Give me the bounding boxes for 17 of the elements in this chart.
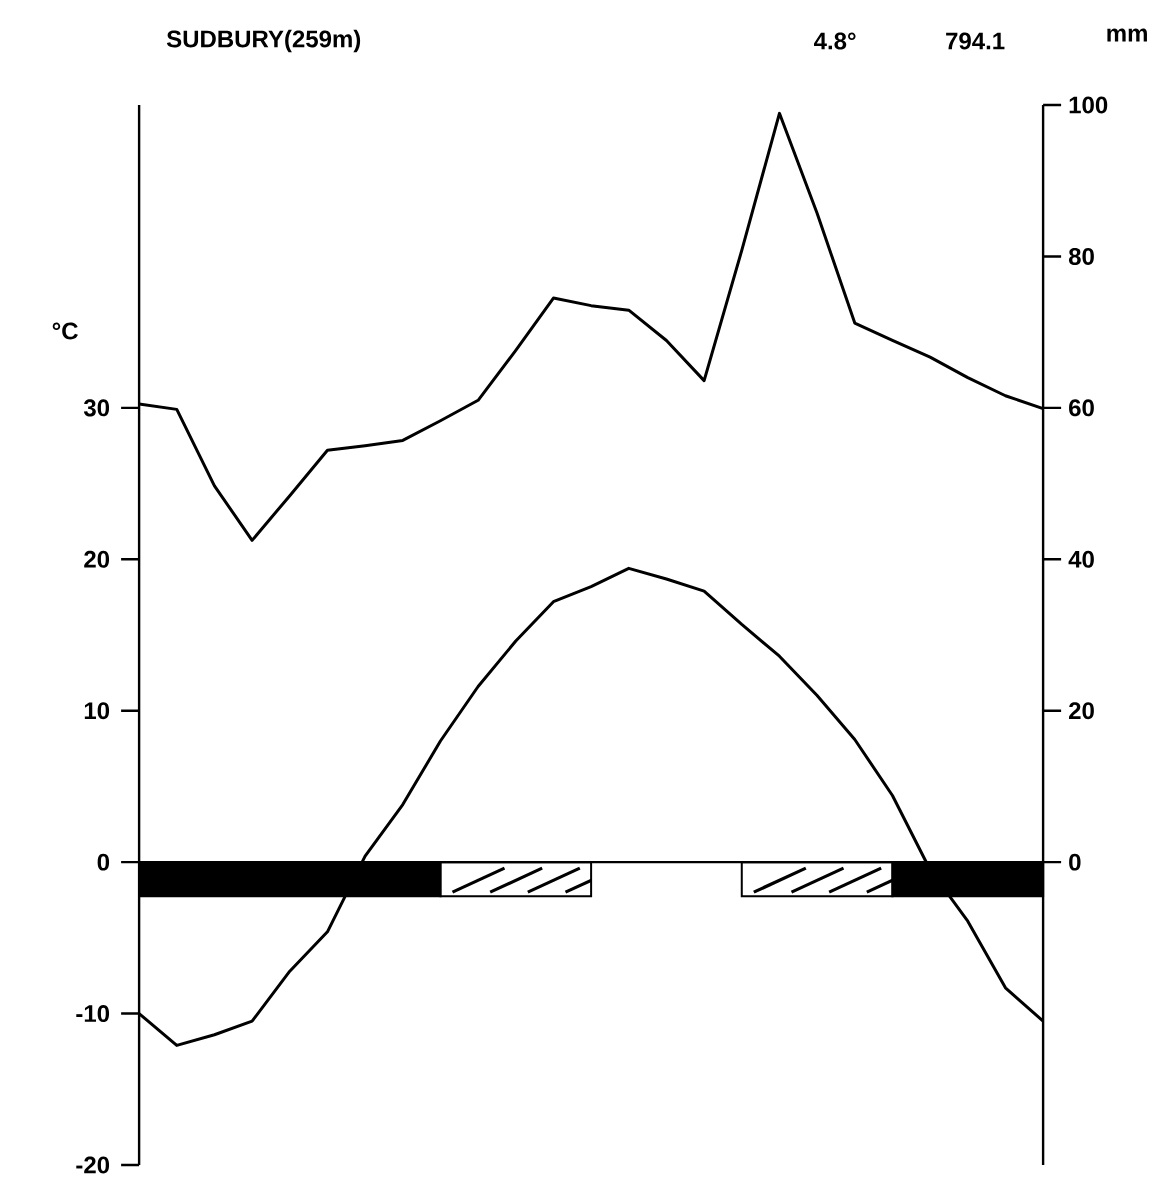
y-tick-label: 30: [83, 399, 109, 417]
y2-axis-title: mm: [1107, 28, 1147, 42]
y2-tick-label: 20: [1068, 702, 1094, 720]
y2-tick-label: 80: [1068, 247, 1094, 265]
y2-tick-label: 60: [1069, 399, 1094, 417]
y2-tick-label: 100: [1069, 96, 1108, 114]
y2-tick-label: 40: [1068, 550, 1094, 568]
y-tick-label: 10: [84, 702, 109, 720]
y-tick-label: 0: [97, 853, 110, 871]
y-tick-label: -20: [76, 1156, 109, 1174]
text: 794.1: [946, 32, 1005, 50]
y-tick-label: -10: [76, 1005, 109, 1023]
y2-tick-label: 0: [1069, 853, 1081, 871]
y-axis-title: °C: [52, 322, 78, 340]
chart-title: SUDBURY(259m): [166, 29, 361, 53]
text: 4.8°: [813, 32, 856, 50]
y-tick-label: 20: [84, 550, 109, 568]
